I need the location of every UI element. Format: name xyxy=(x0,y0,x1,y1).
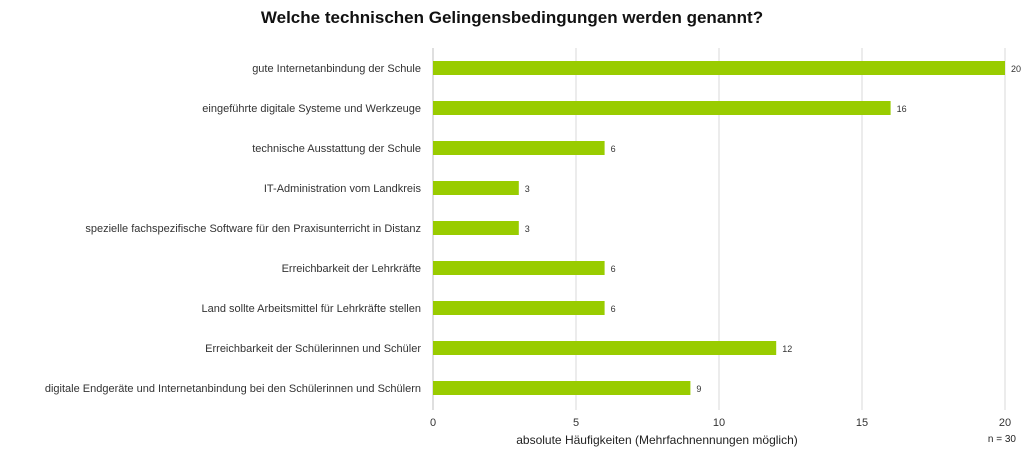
x-tick-label: 0 xyxy=(430,417,436,429)
category-label: IT-Administration vom Landkreis xyxy=(264,183,422,195)
value-label: 20 xyxy=(1011,64,1021,74)
category-label: technische Ausstattung der Schule xyxy=(252,143,421,155)
bar xyxy=(433,181,519,195)
x-tick-label: 20 xyxy=(999,417,1011,429)
value-label: 6 xyxy=(611,144,616,154)
x-tick-label: 5 xyxy=(573,417,579,429)
value-label: 9 xyxy=(696,384,701,394)
value-label: 6 xyxy=(611,304,616,314)
bar xyxy=(433,141,605,155)
category-label: spezielle fachspezifische Software für d… xyxy=(85,223,421,235)
value-label: 3 xyxy=(525,224,530,234)
category-label: digitale Endgeräte und Internetanbindung… xyxy=(45,383,421,395)
bar xyxy=(433,381,691,395)
bar xyxy=(433,221,519,235)
labels: 0 5 10 15 20 gute Internetanbindung der Schul… xyxy=(45,63,1021,429)
value-label: 3 xyxy=(525,184,530,194)
x-tick-label: 10 xyxy=(713,417,725,429)
category-label: Erreichbarkeit der Lehrkräfte xyxy=(282,263,421,275)
category-label: Land sollte Arbeitsmittel für Lehrkräfte… xyxy=(201,303,421,315)
value-label: 12 xyxy=(782,344,792,354)
bar xyxy=(433,61,1005,75)
bar xyxy=(433,261,605,275)
category-label: eingeführte digitale Systeme und Werkzeu… xyxy=(202,103,421,115)
bar xyxy=(433,101,891,115)
sample-size-note: n = 30 xyxy=(987,434,1016,445)
x-tick-label: 15 xyxy=(856,417,868,429)
bar xyxy=(433,301,605,315)
bars xyxy=(433,61,1005,395)
category-label: gute Internetanbindung der Schule xyxy=(252,63,421,75)
bar xyxy=(433,341,777,355)
category-label: Erreichbarkeit der Schülerinnen und Schü… xyxy=(205,343,421,355)
value-label: 16 xyxy=(897,104,907,114)
chart-title: Welche technischen Gelingensbedingungen … xyxy=(260,8,764,27)
x-axis-label: absolute Häufigkeiten (Mehrfachnennungen… xyxy=(516,433,798,447)
value-label: 6 xyxy=(611,264,616,274)
